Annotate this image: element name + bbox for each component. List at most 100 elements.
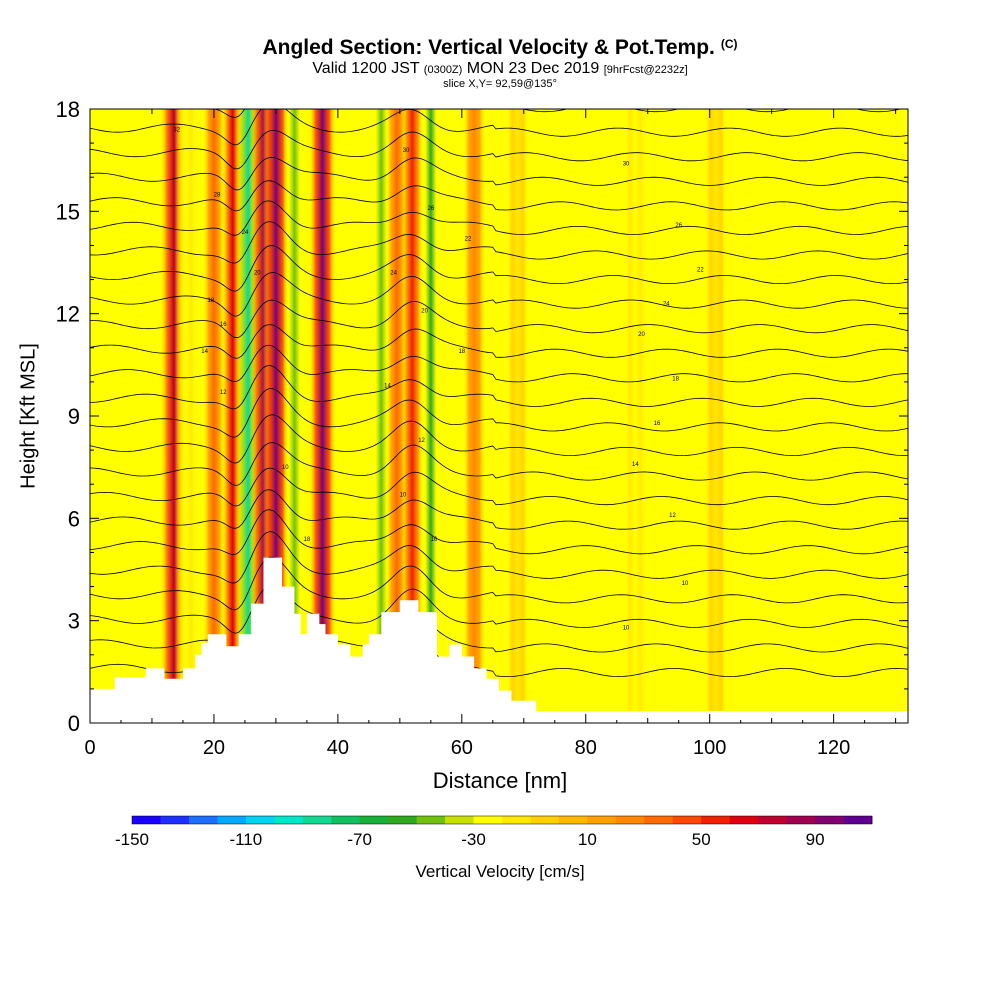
isentrope (90, 272, 908, 317)
colorbar-tick-label: 10 (578, 830, 597, 849)
velocity-band (463, 109, 486, 723)
isentrope-label: 22 (697, 267, 704, 273)
isentrope-label: 24 (242, 230, 249, 236)
isentrope (90, 200, 908, 236)
velocity-band (624, 109, 647, 723)
x-tick-label: 0 (84, 737, 95, 759)
velocity-band (401, 109, 424, 723)
isentrope-label: 10 (682, 581, 689, 587)
colorbar-swatch (558, 816, 588, 824)
y-tick-label: 6 (68, 506, 80, 531)
valid-time-utc: (0300Z) (423, 64, 463, 76)
terrain (90, 557, 908, 723)
colorbar-swatch (729, 816, 759, 824)
isentrope-label: 32 (173, 127, 180, 133)
colorbar-tick-label: 90 (806, 830, 825, 849)
isentrope-label: 30 (623, 162, 630, 168)
x-tick-label: 40 (327, 737, 349, 759)
isentrope (90, 556, 908, 611)
colorbar-label: Vertical Velocity [cm/s] (415, 862, 585, 881)
isentrope-label: 20 (638, 332, 645, 338)
colorbar-swatch (445, 816, 474, 824)
isentrope-label: 14 (201, 349, 208, 355)
isentrope (90, 531, 908, 584)
isentrope-label: 14 (632, 462, 639, 468)
valid-time: Valid 1200 JST (312, 60, 420, 77)
isentrope (90, 388, 908, 438)
colorbar-swatch (359, 816, 389, 824)
colorbar-swatch (587, 816, 617, 824)
colorbar-swatch (188, 816, 218, 824)
y-tick-label: 18 (56, 97, 80, 122)
colorbar-swatch (416, 816, 446, 824)
colorbar-swatch (274, 816, 304, 824)
isentrope-labels: 32 28 24 20 18 16 14 12 10 18 30 26 22 24 20 18 14 12 10 16… (173, 127, 704, 631)
isentrope-label: 30 (403, 148, 410, 154)
axes: 0 20 40 60 80 100 120 0 3 6 9 12 15 18 (56, 97, 908, 759)
colorbar-swatch (502, 816, 531, 824)
x-tick-label: 20 (203, 737, 225, 759)
x-tick-label: 120 (817, 737, 850, 759)
isentrope-label: 12 (669, 513, 676, 519)
velocity-band (202, 109, 226, 723)
colorbar-swatch (644, 816, 674, 824)
isentrope-lines (90, 109, 908, 677)
colorbar-frame (131, 815, 873, 825)
isentrope-label: 12 (220, 390, 227, 396)
isentrope-label: 22 (465, 237, 472, 243)
isentrope (90, 365, 908, 410)
isentrope-label: 10 (623, 625, 630, 631)
colorbar-swatch (843, 816, 873, 824)
isentrope-label: 24 (663, 301, 670, 307)
isentrope-label: 24 (390, 271, 397, 277)
isentrope-label: 12 (418, 438, 425, 444)
y-tick-label: 12 (56, 302, 80, 327)
y-tick-label: 9 (68, 404, 80, 429)
x-tick-label: 100 (693, 737, 726, 759)
isentrope (90, 324, 908, 359)
isentrope (90, 299, 908, 339)
isentrope (90, 180, 908, 212)
chart-title-text: Angled Section: Vertical Velocity & Pot.… (262, 36, 715, 59)
isentrope (90, 129, 908, 170)
colorbar: -150 -110 -70 -30 10 50 90 (115, 815, 873, 849)
colorbar-swatch (132, 816, 161, 824)
colorbar-swatch (701, 816, 731, 824)
isentrope-label: 16 (654, 421, 661, 427)
velocity-band (704, 109, 728, 723)
y-tick-label: 3 (68, 609, 80, 634)
copyright-mark: (C) (720, 37, 738, 51)
isentrope (90, 509, 908, 556)
colorbar-swatch (758, 816, 788, 824)
isentrope-label: 18 (672, 376, 679, 382)
colorbar-swatch (530, 816, 560, 824)
colorbar-swatch (160, 816, 190, 824)
isentrope-label: 26 (427, 206, 434, 212)
y-tick-label: 15 (56, 199, 80, 224)
colorbar-swatch (302, 816, 332, 824)
isentrope (90, 245, 908, 292)
isentrope-label: 28 (214, 192, 221, 198)
x-tick-label: 80 (575, 737, 597, 759)
colorbar-tick-label: -70 (347, 830, 372, 849)
isentrope-label: 14 (384, 383, 391, 389)
colorbar-tick-label: -30 (461, 830, 486, 849)
isentrope-label: 10 (282, 465, 289, 471)
isentrope-label: 18 (458, 349, 465, 355)
isentrope-label: 26 (675, 223, 682, 229)
colorbar-tick-label: -150 (115, 830, 149, 849)
colorbar-swatch (672, 816, 702, 824)
y-tick-label: 0 (68, 711, 80, 736)
x-tick-label: 60 (451, 737, 473, 759)
isentrope-label: 16 (431, 537, 438, 543)
isentrope (90, 467, 908, 507)
isentrope-label: 20 (254, 271, 261, 277)
valid-time-subtitle: Valid 1200 JST (0300Z) MON 23 Dec 2019 [… (0, 60, 1000, 78)
isentrope (90, 109, 908, 146)
forecast-info: [9hrFcst@2232z] (603, 64, 688, 76)
isentrope (90, 221, 908, 264)
colorbar-swatch (245, 816, 275, 824)
colorbar-swatch (815, 816, 844, 824)
colorbar-swatch (473, 816, 503, 824)
isentrope (90, 414, 908, 464)
